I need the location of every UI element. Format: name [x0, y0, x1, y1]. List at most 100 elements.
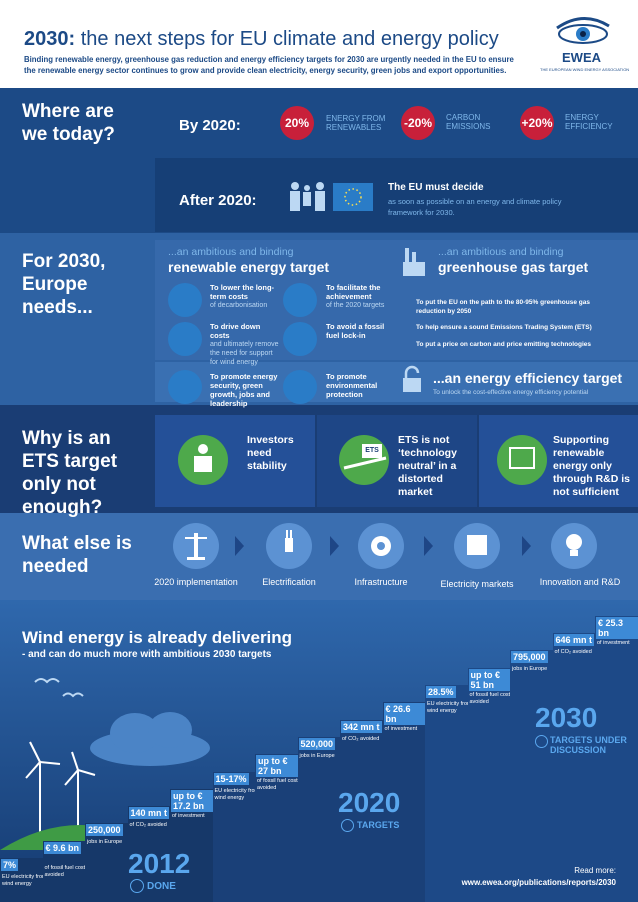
- step-value: 28.5%: [426, 686, 456, 698]
- title-year: 2030:: [24, 28, 76, 50]
- item-strong: To facilitate the achievement: [326, 283, 381, 301]
- after-panel: [155, 158, 638, 232]
- factory-icon: [403, 248, 425, 276]
- need-item: 2020 implementation: [154, 577, 238, 587]
- step: up to € 51 bn of fossil fuel costs avoide…: [467, 667, 513, 902]
- kicker: ...an ambitious and binding: [438, 246, 564, 258]
- ghg-item: To help ensure a sound Emissions Trading…: [416, 324, 592, 331]
- item-icon: [283, 370, 317, 404]
- step-label: of CO₂ avoided: [129, 822, 167, 829]
- step-label: jobs in Europe: [512, 666, 548, 673]
- ets-icon: [497, 435, 547, 485]
- step-value: € 9.6 bn: [43, 841, 82, 854]
- target-title: renewable energy target: [168, 259, 330, 275]
- kicker: ...an ambitious and binding: [168, 246, 294, 258]
- ets-column: Supporting renewable energy only through…: [553, 434, 630, 498]
- item-text: of the 2020 targets: [326, 302, 385, 309]
- step: € 26.6 bn of investment: [382, 702, 426, 902]
- item-icon: [283, 322, 317, 356]
- logo-eye: [556, 17, 610, 44]
- people-icon: [290, 182, 325, 211]
- step-value: 250,000: [86, 824, 123, 837]
- eu-flag: [333, 183, 373, 211]
- item: To drive down costs and ultimately remove…: [210, 322, 280, 367]
- item-strong: To drive down costs: [210, 322, 261, 340]
- step-label: of investment: [597, 639, 630, 646]
- item-icon: [168, 322, 202, 356]
- check-icon: [130, 879, 144, 893]
- target-badge: [280, 106, 314, 140]
- milestone-year: 2030: [535, 702, 598, 733]
- target-icon: [341, 819, 354, 832]
- need-item: Innovation and R&D: [539, 577, 621, 587]
- step-value: 520,000: [298, 737, 336, 750]
- step-label: of fossil fuel costs avoided: [257, 778, 301, 792]
- step: 520,000 jobs in Europe: [297, 736, 341, 902]
- milestone-year: 2020: [338, 787, 401, 818]
- item: To promote environmental protection: [326, 372, 396, 399]
- target-badge: [520, 106, 554, 140]
- birds: [34, 678, 84, 698]
- target-badge: [401, 106, 435, 140]
- what-else-icons: [173, 523, 597, 569]
- subtitle: Binding renewable energy, greenhouse gas…: [24, 55, 514, 75]
- needs-panel: [155, 240, 638, 360]
- step: 28.5% EU electricity from wind energy: [425, 685, 472, 902]
- item-icon: [283, 283, 317, 317]
- step-label: of fossil fuel costs avoided: [44, 864, 88, 878]
- read-more: Read more:: [574, 866, 616, 875]
- url[interactable]: www.ewea.org/publications/reports/2030: [461, 878, 616, 887]
- step-label: jobs in Europe: [87, 839, 123, 846]
- item-strong: To avoid a fossil fuel lock-in: [326, 322, 385, 340]
- need-item: Infrastructure: [354, 577, 408, 587]
- ets-box: [362, 444, 382, 458]
- need-item: Electricity markets: [440, 579, 514, 589]
- step-value: 795,000: [511, 651, 548, 664]
- item-strong: To promote energy security, green growth…: [210, 372, 278, 408]
- milestone-label: TARGETS UNDER DISCUSSION: [550, 735, 627, 755]
- step-label: EU electricity from wind energy: [427, 701, 472, 714]
- logo: EWEA: [562, 50, 601, 65]
- milestone-label: DONE: [147, 881, 176, 892]
- section-heading: Wind energy is already delivering: [22, 628, 293, 647]
- step-label: EU electricity from wind energy: [2, 874, 47, 887]
- item-strong: To lower the long-term costs: [210, 283, 275, 301]
- milestone-year: 2012: [128, 848, 191, 879]
- person-glyph: [194, 444, 212, 472]
- item: To promote energy security, green growth…: [210, 372, 282, 408]
- board-glyph: [509, 447, 535, 469]
- item-icon: [168, 370, 202, 404]
- title: 2030: the next steps for EU climate and …: [24, 28, 499, 51]
- lock-icon: [403, 365, 421, 392]
- item-text: of decarbonisation: [210, 302, 268, 309]
- target-icon: [535, 735, 548, 748]
- seesaw-glyph: [343, 456, 387, 470]
- step-label: of CO₂ avoided: [554, 649, 592, 656]
- step: 646 mn t of CO₂ avoided: [552, 633, 596, 902]
- clouds: [90, 712, 210, 766]
- eu-stars: [344, 188, 362, 206]
- section-subheading: - and can do much more with ambitious 20…: [22, 649, 272, 660]
- step-value: up to € 17.2 bn: [171, 789, 213, 812]
- step: € 25.3 bn of investment: [595, 615, 638, 902]
- decide-title: The EU must decide: [388, 182, 484, 193]
- target-title: greenhouse gas target: [438, 259, 589, 275]
- step-value: € 25.3 bn: [596, 616, 638, 639]
- item-text: and ultimately remove the need for suppo…: [210, 341, 279, 366]
- step-value: € 26.6 bn: [383, 703, 426, 726]
- target-title: ...an energy efficiency target: [433, 370, 623, 386]
- ets-column: Investors need stability: [247, 434, 294, 472]
- target-label: CARBON EMISSIONS: [446, 113, 491, 131]
- item-strong: To promote environmental protection: [326, 372, 378, 399]
- step-label: of CO₂ avoided: [342, 735, 380, 742]
- step-label: EU electricity from wind energy: [214, 787, 260, 801]
- step-label: of fossil fuel costs avoided: [469, 691, 513, 705]
- step: 250,000 jobs in Europe: [85, 823, 128, 902]
- section-heading: Why is an ETS target only not enough?: [22, 428, 118, 518]
- after-label: After 2020:: [179, 192, 257, 209]
- ghg-item: To put the EU on the path to the 80-95% …: [416, 299, 590, 315]
- what-else-bg: [0, 513, 638, 600]
- title-text: the next steps for EU climate and energy…: [80, 28, 499, 50]
- step: 342 mn t of CO₂ avoided: [340, 719, 383, 902]
- target-value: +20%: [521, 116, 553, 130]
